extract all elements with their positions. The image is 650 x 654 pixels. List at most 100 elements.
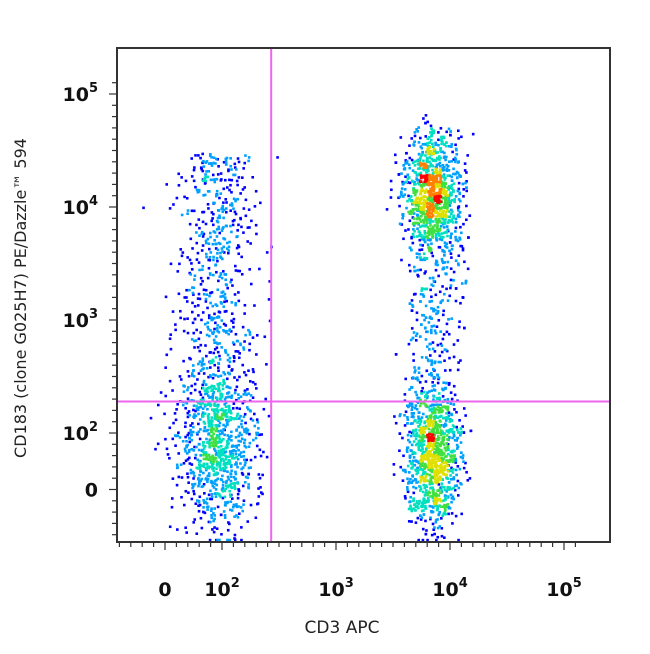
data-point (449, 133, 452, 137)
data-point (210, 509, 213, 513)
data-point (232, 317, 236, 321)
data-point (213, 492, 217, 495)
data-point (441, 430, 444, 434)
data-point (229, 475, 233, 479)
data-point (400, 187, 404, 190)
data-point (456, 368, 460, 372)
data-point (426, 419, 429, 423)
data-point (172, 421, 175, 425)
data-point (434, 218, 438, 222)
data-point (440, 139, 443, 142)
data-point (193, 482, 197, 486)
data-point (427, 444, 431, 447)
data-point (219, 172, 223, 175)
data-point (430, 181, 433, 185)
data-point (436, 222, 439, 225)
data-point (225, 377, 229, 381)
data-point (191, 291, 195, 295)
data-point (186, 370, 190, 373)
data-point (389, 196, 393, 199)
data-point (213, 411, 216, 415)
data-point (425, 165, 429, 168)
data-point (235, 246, 239, 250)
data-point (225, 422, 229, 426)
data-point (447, 447, 450, 451)
data-point (430, 157, 434, 161)
data-point (402, 182, 405, 185)
data-point (440, 482, 444, 485)
data-point (429, 131, 432, 134)
data-point (419, 220, 423, 224)
data-point (149, 416, 153, 420)
data-point (192, 331, 196, 335)
data-point (435, 220, 439, 224)
data-point (230, 469, 233, 473)
data-point (202, 457, 206, 461)
data-point (418, 480, 422, 484)
data-point (435, 425, 439, 429)
data-point (201, 311, 205, 314)
data-point (211, 223, 215, 227)
data-point (424, 519, 427, 523)
data-point (226, 528, 230, 532)
data-point (212, 201, 215, 205)
data-point (446, 464, 450, 468)
data-point (455, 484, 459, 487)
data-point (420, 392, 423, 395)
data-point (444, 461, 448, 465)
data-point (189, 357, 192, 361)
data-point (238, 431, 242, 435)
data-point (432, 131, 436, 135)
data-point (439, 499, 443, 503)
data-point (428, 491, 431, 495)
data-point (465, 470, 468, 474)
data-point (412, 235, 416, 239)
data-point (224, 324, 228, 327)
data-point (397, 196, 400, 200)
data-point (184, 421, 187, 425)
data-point (441, 505, 445, 509)
data-point (414, 429, 417, 433)
data-point (401, 436, 404, 440)
data-point (405, 161, 409, 165)
data-point (439, 207, 443, 210)
data-point (189, 237, 193, 241)
data-point (411, 414, 415, 418)
data-point (451, 188, 455, 192)
data-point (456, 428, 459, 432)
data-point (217, 403, 220, 407)
data-point (425, 177, 429, 181)
data-point (223, 300, 226, 304)
data-point (248, 226, 251, 229)
data-point (466, 267, 470, 271)
data-point (425, 174, 429, 177)
data-point (425, 465, 429, 469)
data-point (412, 491, 416, 495)
data-point (405, 206, 408, 210)
data-point (433, 444, 437, 447)
data-point (444, 218, 447, 221)
y-axis-label: CD183 (clone G025H7) PE/Dazzle™ 594 (11, 138, 30, 458)
data-point (203, 403, 207, 406)
data-point (394, 161, 398, 164)
data-point (204, 179, 208, 183)
data-point (233, 515, 236, 518)
data-point (241, 466, 245, 469)
data-point (241, 509, 245, 513)
data-point (206, 480, 209, 484)
data-point (426, 433, 429, 437)
data-point (426, 217, 430, 221)
data-point (416, 516, 420, 520)
data-point (440, 236, 444, 240)
data-point (198, 390, 202, 394)
data-point (216, 350, 220, 354)
data-point (235, 503, 238, 506)
data-point (195, 404, 198, 408)
data-point (206, 325, 210, 329)
data-point (415, 332, 419, 335)
data-point (442, 425, 446, 428)
data-point (201, 401, 204, 405)
data-point (432, 447, 436, 451)
data-point (408, 156, 412, 160)
data-point (216, 405, 220, 408)
